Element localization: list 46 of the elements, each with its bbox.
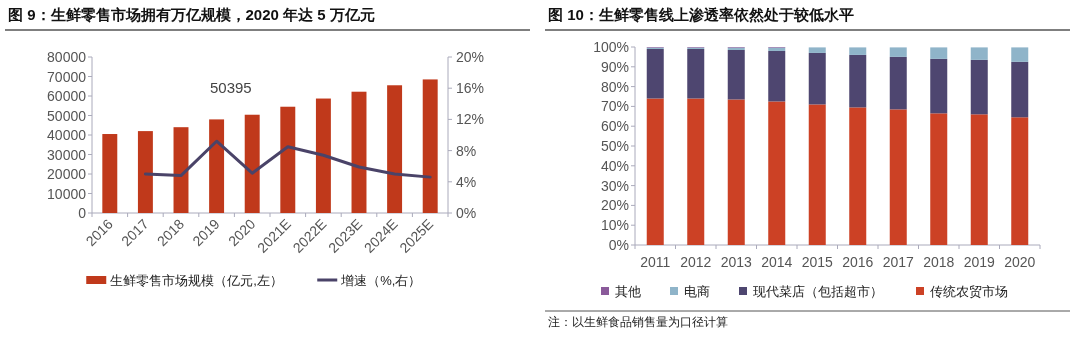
y-tick-label: 80% [600, 78, 629, 95]
x-tick-label: 2011 [640, 254, 671, 270]
x-tick-label: 2016 [842, 254, 874, 270]
y-tick-label: 40000 [47, 127, 87, 143]
x-tick-label: 2018 [923, 254, 955, 270]
chart-title: 图 9：生鲜零售市场拥有万亿规模，2020 年达 5 万亿元 [8, 6, 375, 23]
x-tick-label: 2014 [761, 254, 793, 270]
y-tick-label: 30000 [47, 146, 87, 163]
legend-label: 其他 [615, 284, 641, 299]
y-tick-label: 20% [600, 197, 629, 214]
legend-label: 现代菜店（包括超市） [753, 284, 883, 299]
y-tick-label: 20000 [47, 166, 87, 182]
chart-title: 图 10：生鲜零售线上渗透率依然处于较低水平 [548, 6, 854, 23]
legend-label: 传统农贸市场 [930, 284, 1008, 299]
y-tick-label: 0% [608, 237, 629, 253]
legend-label: 电商 [684, 284, 710, 299]
y2-tick-label: 16% [456, 80, 485, 97]
x-tick-label: 2013 [720, 254, 753, 270]
legend-label: 增速（%,右） [340, 273, 422, 288]
y-tick-label: 70% [600, 98, 629, 115]
y-tick-label: 10% [600, 217, 629, 234]
y-tick-label: 40% [600, 157, 629, 174]
y-tick-label: 80000 [47, 49, 87, 65]
legend-label: 生鲜零售市场规模（亿元,左） [110, 273, 283, 288]
y2-tick-label: 0% [456, 205, 477, 221]
y-tick-label: 60000 [47, 88, 87, 104]
x-tick-label: 2019 [963, 254, 996, 270]
x-tick-label: 2015 [801, 254, 834, 270]
x-tick-label: 2017 [882, 254, 915, 270]
y2-tick-label: 12% [456, 111, 485, 128]
y-tick-label: 60% [600, 118, 629, 135]
y-tick-label: 70000 [47, 68, 87, 85]
y2-tick-label: 4% [456, 173, 477, 190]
annotation: 50395 [209, 78, 252, 96]
y-tick-label: 50% [600, 138, 629, 154]
y-tick-label: 90% [600, 58, 629, 75]
y2-tick-label: 8% [456, 142, 477, 159]
y-tick-label: 30% [600, 177, 629, 194]
y-tick-label: 50000 [47, 107, 87, 124]
x-tick-label: 2012 [680, 254, 712, 270]
y2-tick-label: 20% [456, 49, 485, 65]
y-tick-label: 10000 [47, 185, 87, 202]
y-tick-label: 100% [593, 39, 629, 55]
x-tick-label: 2020 [1004, 254, 1036, 270]
y-tick-label: 0 [78, 205, 87, 221]
text: 注：以生鲜食品销售量为口径计算 [548, 315, 728, 329]
